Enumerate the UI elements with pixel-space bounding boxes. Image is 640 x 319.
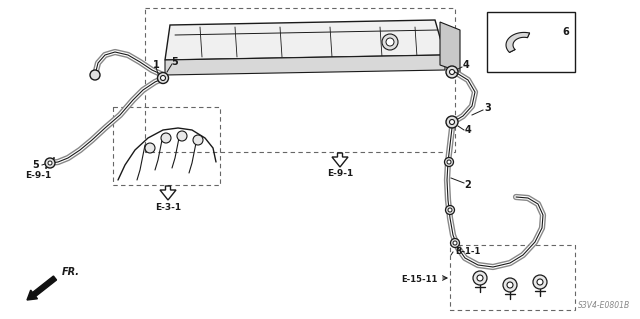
Text: 1: 1 [152, 60, 159, 70]
Text: 2: 2 [465, 180, 472, 190]
Polygon shape [165, 55, 445, 75]
Circle shape [386, 38, 394, 46]
Bar [113, 107, 220, 185]
Circle shape [473, 271, 487, 285]
Circle shape [45, 158, 55, 168]
Circle shape [445, 205, 454, 214]
Text: 5: 5 [172, 57, 179, 67]
Circle shape [161, 133, 171, 143]
Circle shape [449, 120, 454, 124]
Polygon shape [506, 33, 529, 52]
Polygon shape [165, 20, 445, 60]
Circle shape [537, 279, 543, 285]
Text: 4: 4 [463, 60, 469, 70]
Circle shape [446, 116, 458, 128]
Polygon shape [332, 153, 348, 167]
Circle shape [449, 70, 454, 75]
Circle shape [157, 72, 168, 84]
Circle shape [446, 66, 458, 78]
Text: 5: 5 [33, 160, 40, 170]
Text: 3: 3 [484, 103, 492, 113]
Text: E-9-1: E-9-1 [25, 170, 51, 180]
Circle shape [445, 158, 454, 167]
Bar [487, 12, 575, 72]
Text: E-9-1: E-9-1 [327, 169, 353, 179]
Polygon shape [440, 22, 460, 72]
Circle shape [477, 275, 483, 281]
Circle shape [448, 208, 452, 212]
Polygon shape [160, 186, 176, 200]
Circle shape [447, 160, 451, 164]
Circle shape [533, 275, 547, 289]
Circle shape [507, 282, 513, 288]
Text: S3V4-E0801B: S3V4-E0801B [578, 301, 630, 310]
Circle shape [503, 278, 517, 292]
Circle shape [382, 34, 398, 50]
Text: 4: 4 [465, 125, 472, 135]
Text: E-15-11: E-15-11 [402, 276, 438, 285]
Circle shape [90, 70, 100, 80]
Circle shape [145, 143, 155, 153]
Text: E-3-1: E-3-1 [155, 203, 181, 211]
Bar [450, 245, 575, 310]
Circle shape [177, 131, 187, 141]
Text: 6: 6 [563, 27, 570, 37]
Text: B-1-1: B-1-1 [455, 248, 481, 256]
Circle shape [161, 76, 166, 80]
Circle shape [193, 135, 203, 145]
Circle shape [453, 241, 457, 245]
Circle shape [48, 161, 52, 165]
Bar [145, 8, 455, 152]
FancyArrow shape [27, 276, 56, 300]
Text: FR.: FR. [62, 267, 80, 277]
Circle shape [451, 239, 460, 248]
